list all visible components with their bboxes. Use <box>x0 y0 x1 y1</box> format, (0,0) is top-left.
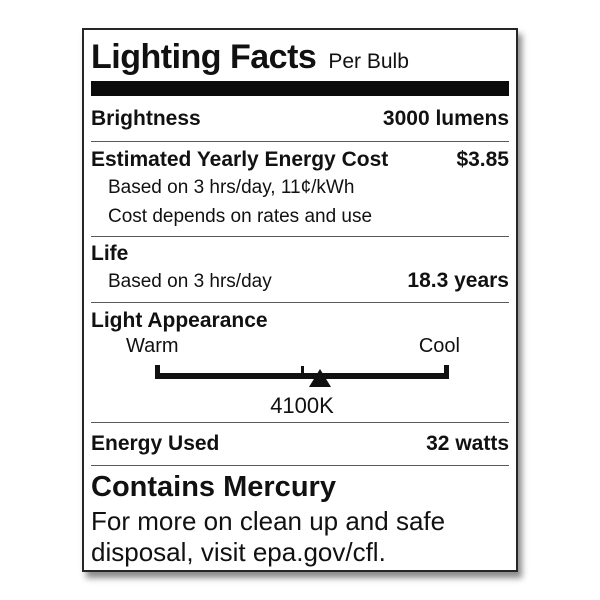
life-label: Life <box>91 242 129 265</box>
color-temperature-scale <box>155 365 449 389</box>
light-appearance-label: Light Appearance <box>91 309 268 332</box>
header-separator-bar <box>91 81 509 96</box>
energy-cost-rates-note: Cost depends on rates and use <box>108 206 373 227</box>
scale-right-cap <box>444 365 449 379</box>
color-temp-marker <box>308 369 331 387</box>
mercury-title: Contains Mercury <box>91 471 336 503</box>
cool-label: Cool <box>418 335 460 357</box>
lighting-facts-label: Lighting Facts Per Bulb Brightness 3000 … <box>82 28 518 572</box>
label-header: Lighting Facts Per Bulb <box>91 30 509 76</box>
energy-used-label: Energy Used <box>91 432 220 455</box>
label-subtitle: Per Bulb <box>328 50 409 73</box>
energy-used-value: 32 watts <box>426 432 509 455</box>
energy-cost-row: Estimated Yearly Energy Cost $3.85 <box>91 147 509 173</box>
mercury-note-line-2: disposal, visit epa.gov/cfl. <box>91 537 386 567</box>
light-appearance-section: Light Appearance Warm Cool 4100K <box>91 302 509 422</box>
brightness-label: Brightness <box>91 107 201 130</box>
mercury-note-line-1: For more on clean up and safe <box>91 506 446 536</box>
life-value: 18.3 years <box>407 269 509 292</box>
scale-left-cap <box>155 365 160 379</box>
mercury-section: Contains Mercury For more on clean up an… <box>91 465 509 568</box>
brightness-value: 3000 lumens <box>382 107 509 130</box>
energy-used-row: Energy Used 32 watts <box>91 422 509 465</box>
energy-cost-label: Estimated Yearly Energy Cost <box>91 148 389 171</box>
energy-cost-value: $3.85 <box>456 148 509 171</box>
color-temperature-value: 4100K <box>270 393 334 418</box>
life-row: Based on 3 hrs/day 18.3 years <box>91 267 509 296</box>
scale-midpoint-tick <box>301 366 304 379</box>
brightness-row: Brightness 3000 lumens <box>91 96 509 141</box>
life-section: Life Based on 3 hrs/day 18.3 years <box>91 236 509 302</box>
warm-cool-row: Warm Cool <box>91 334 509 359</box>
energy-cost-section: Estimated Yearly Energy Cost $3.85 Based… <box>91 141 509 236</box>
warm-label: Warm <box>126 335 179 357</box>
label-title: Lighting Facts <box>91 38 317 76</box>
life-basis-note: Based on 3 hrs/day <box>108 271 272 292</box>
energy-cost-basis-note: Based on 3 hrs/day, 11¢/kWh <box>108 177 355 198</box>
